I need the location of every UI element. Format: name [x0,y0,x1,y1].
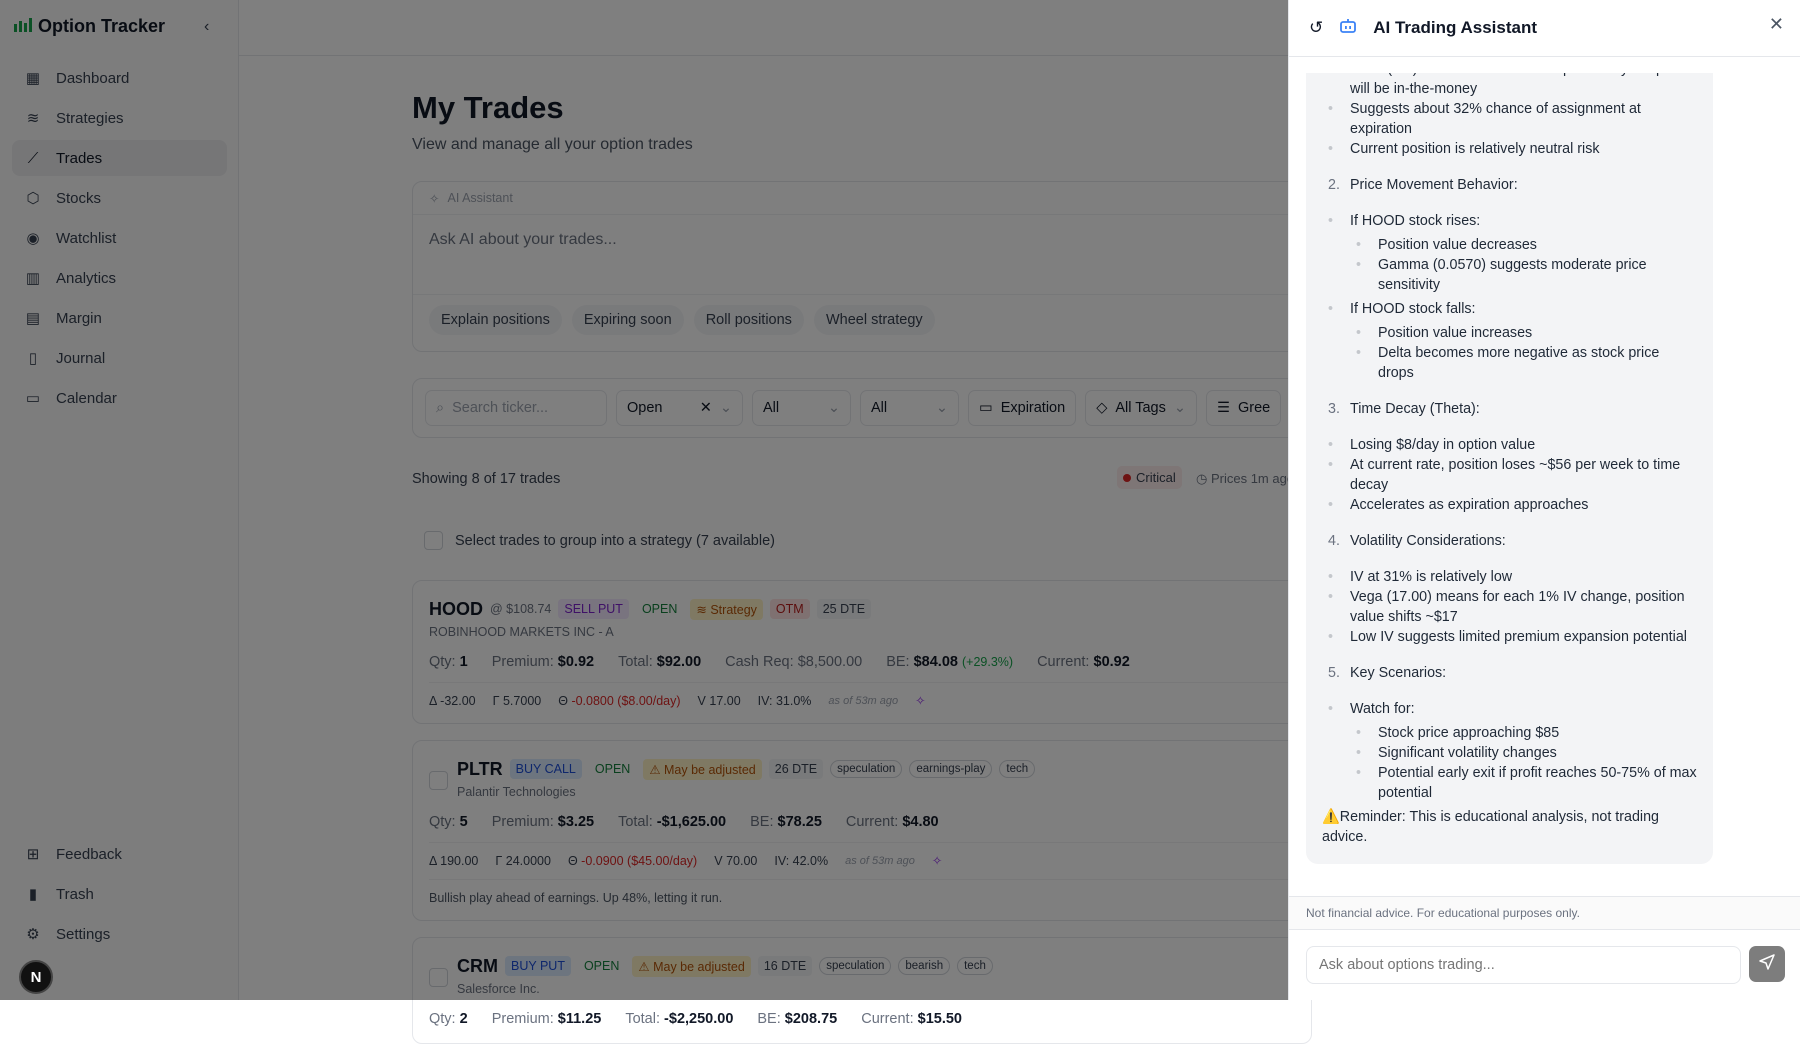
message-line: Low IV suggests limited premium expansio… [1322,627,1697,647]
ai-assistant-panel: ↺ AI Trading Assistant ✕ Delta (-32): In… [1288,0,1800,1000]
message-line: Potential early exit if profit reaches 5… [1322,763,1697,803]
message-line: If HOOD stock falls: [1322,299,1697,319]
current: Current: $15.50 [861,1011,962,1027]
message-line: Gamma (0.0570) suggests moderate price s… [1322,255,1697,295]
message-line: Delta (-32): Indicates a moderate probab… [1322,73,1697,99]
total: Total: -$2,250.00 [625,1011,734,1027]
message-line: Current position is relatively neutral r… [1322,139,1697,159]
chat-input[interactable] [1306,946,1741,984]
reminder: ⚠️Reminder: This is educational analysis… [1322,809,1660,845]
message-line: If HOOD stock rises: [1322,211,1697,231]
message-line: Suggests about 32% chance of assignment … [1322,99,1697,139]
message-line: Position value decreases [1322,235,1697,255]
message-line: 2. Price Movement Behavior: [1328,177,1518,193]
breakeven: BE: $208.75 [757,1011,838,1027]
premium: Premium: $11.25 [491,1011,602,1027]
message-line: Significant volatility changes [1322,743,1697,763]
message-line: Position value increases [1322,323,1697,343]
message-line: Delta becomes more negative as stock pri… [1322,343,1697,383]
history-icon[interactable]: ↺ [1309,18,1324,37]
message-line: Watch for: [1322,699,1697,719]
send-button[interactable] [1749,946,1785,982]
message-line: At current rate, position loses ~$56 per… [1322,455,1697,495]
message-line: Losing $8/day in option value [1322,435,1697,455]
message-line: 5. Key Scenarios: [1328,665,1447,681]
message-line: Accelerates as expiration approaches [1322,495,1697,515]
close-icon[interactable]: ✕ [1768,14,1784,34]
message-line: 4. Volatility Considerations: [1328,533,1506,549]
message-line: Vega (17.00) means for each 1% IV change… [1322,587,1697,627]
message-line: Stock price approaching $85 [1322,723,1697,743]
send-icon [1759,953,1775,975]
qty: Qty: 2 [429,1011,468,1027]
modal-backdrop[interactable] [0,0,1288,1000]
disclaimer: Not financial advice. For educational pu… [1289,896,1800,930]
avatar[interactable]: N [19,960,53,994]
message-line: 3. Time Decay (Theta): [1328,401,1480,417]
message-line: IV at 31% is relatively low [1322,567,1697,587]
robot-icon [1339,18,1357,39]
panel-title: AI Trading Assistant [1373,18,1537,37]
assistant-message: Delta (-32): Indicates a moderate probab… [1306,73,1713,864]
